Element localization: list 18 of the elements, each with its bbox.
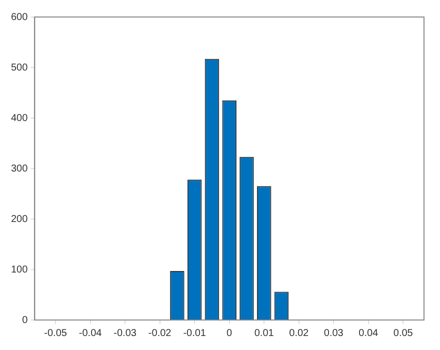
y-tick-label: 100 — [10, 264, 28, 276]
x-tick-label: 0.05 — [393, 328, 414, 339]
y-tick-label: 300 — [10, 163, 28, 174]
x-tick-label: -0.04 — [78, 328, 102, 339]
x-tick-label: 0.03 — [324, 328, 344, 339]
x-tick-label: 0 — [226, 328, 233, 339]
x-tick-label: -0.03 — [114, 328, 137, 339]
x-tick-label: -0.02 — [148, 328, 172, 339]
y-tick-label: 200 — [10, 214, 28, 225]
x-tick-label: 0.04 — [358, 328, 379, 339]
y-tick-label: 0 — [22, 314, 28, 326]
y-tick-label: 500 — [10, 62, 28, 74]
x-tick-label: -0.05 — [44, 328, 68, 339]
y-tick-label: 400 — [10, 112, 28, 124]
x-tick-label: 0.01 — [254, 328, 274, 339]
y-tick-label: 600 — [10, 12, 28, 23]
x-tick-label: -0.01 — [183, 328, 206, 339]
x-tick-label: 0.02 — [289, 328, 310, 339]
